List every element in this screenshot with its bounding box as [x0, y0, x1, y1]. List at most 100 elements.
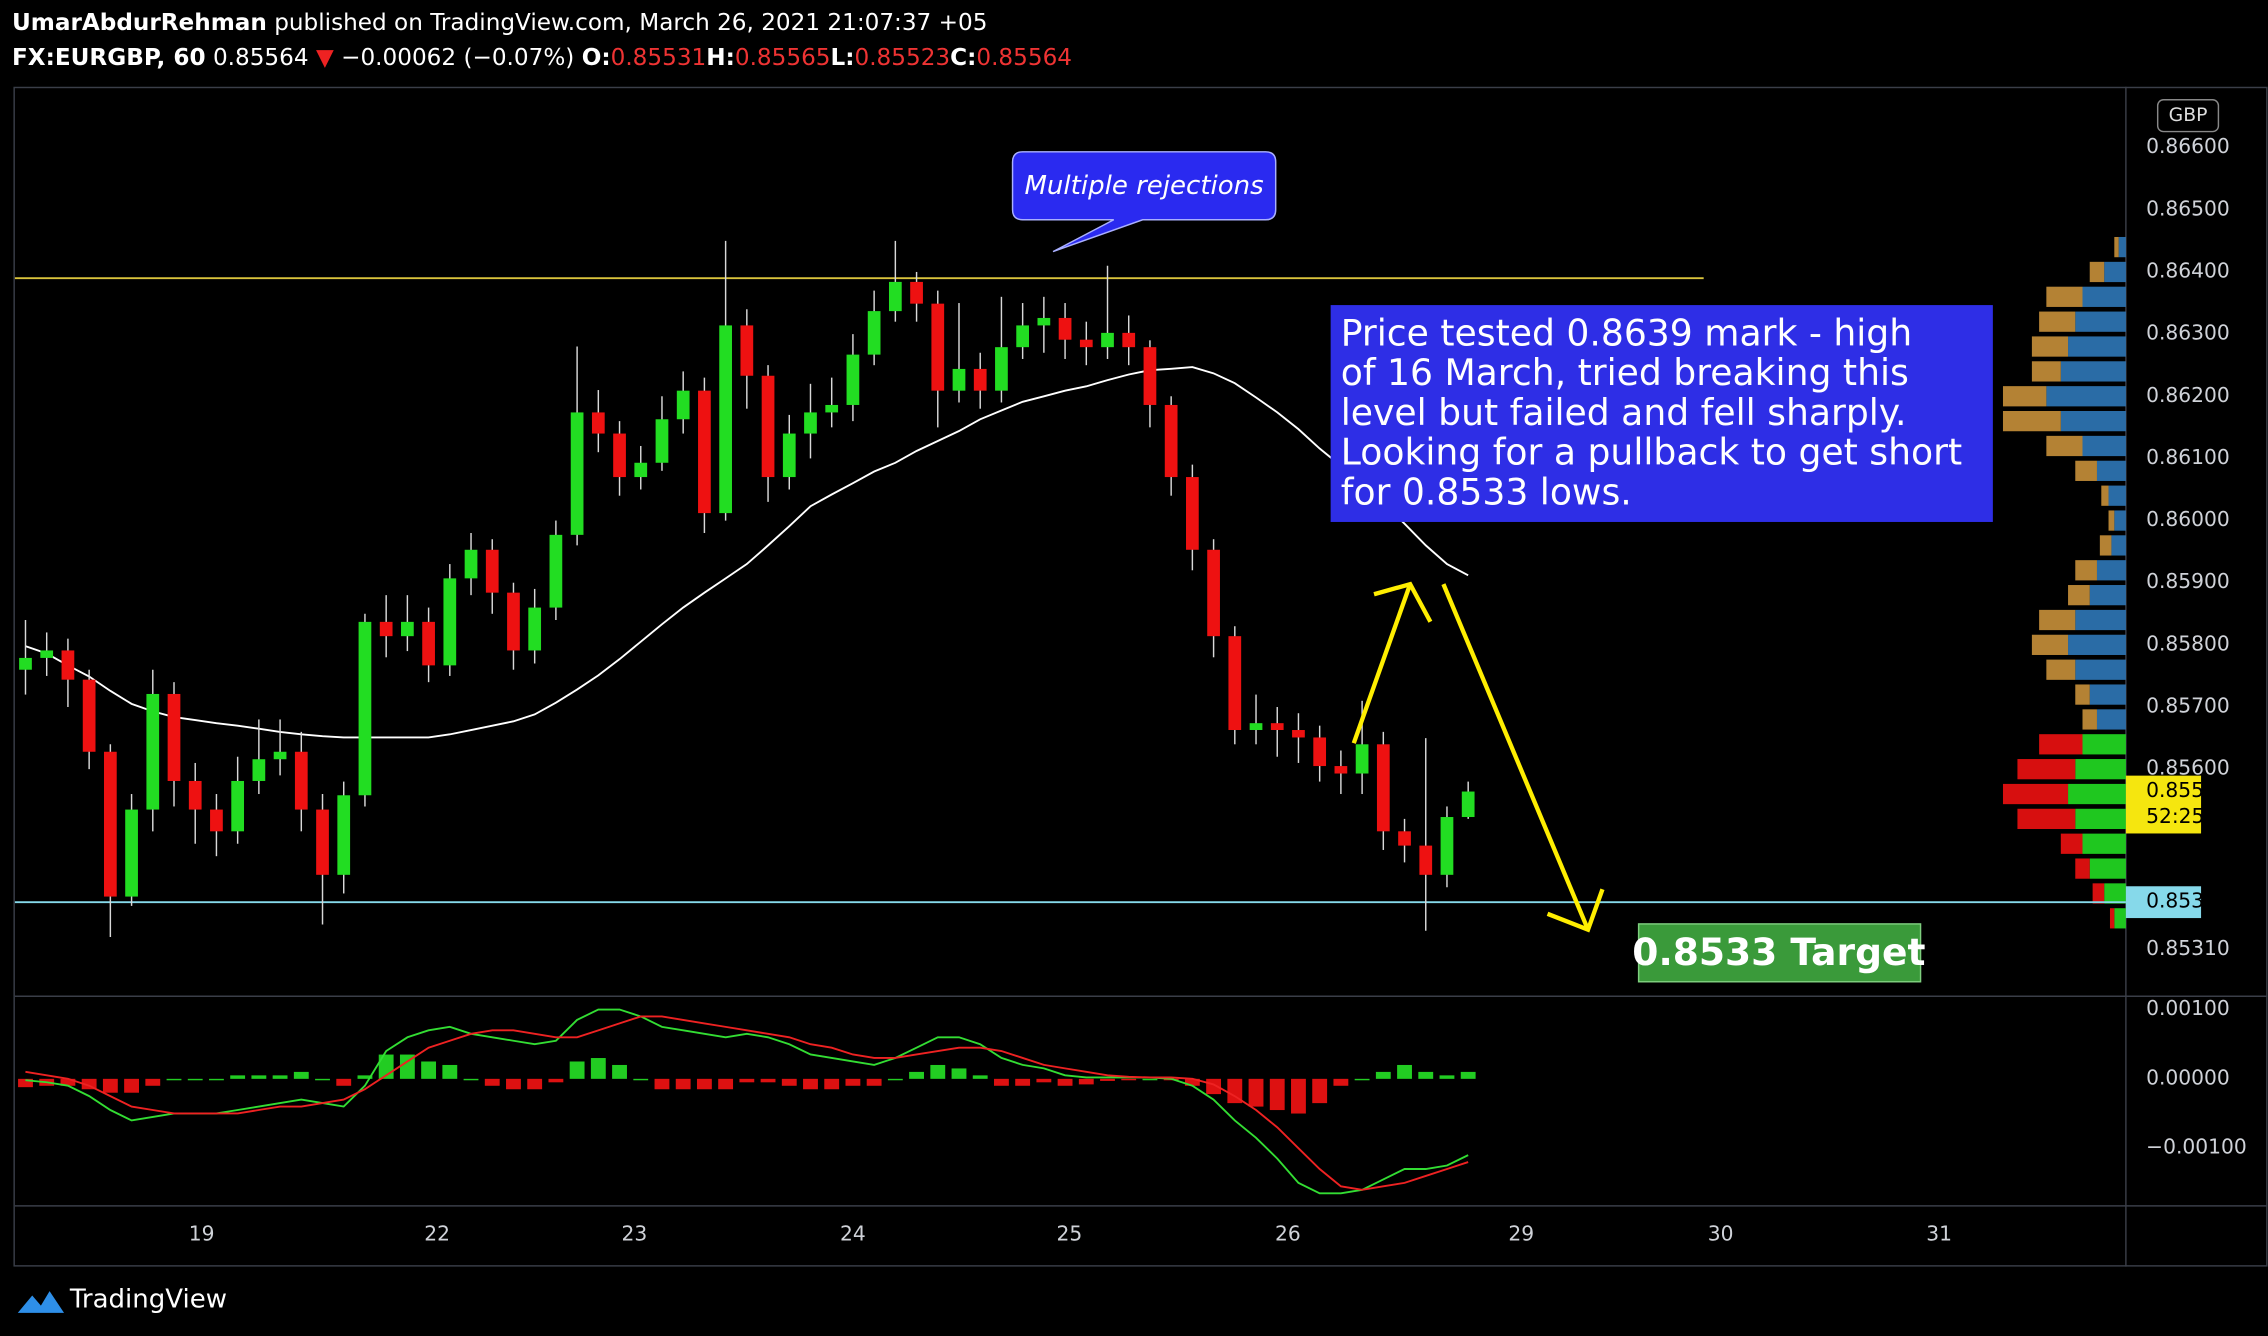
macd-histogram-bar	[887, 1078, 903, 1081]
macd-histogram-bar	[209, 1078, 224, 1081]
macd-histogram-bar	[1184, 1078, 1200, 1086]
candle-body	[931, 303, 945, 391]
profile-down	[2109, 908, 2115, 929]
candle-body	[1207, 549, 1220, 637]
macd-histogram-bar	[81, 1078, 97, 1090]
note-line: level but failed and fell sharply.	[1341, 391, 1907, 434]
profile-up	[2089, 684, 2126, 705]
ohlc-value: 0.85565	[735, 44, 831, 70]
macd-histogram-bar	[421, 1061, 437, 1079]
macd-histogram-bar	[718, 1078, 734, 1090]
macd-tick-label: 0.00000	[2146, 1065, 2230, 1089]
arrow-down-shaft	[1441, 583, 1591, 931]
last-price: 0.85564	[213, 44, 309, 70]
profile-up	[2096, 460, 2126, 481]
profile-up	[2089, 585, 2126, 606]
profile-up	[2104, 261, 2126, 283]
profile-up	[2075, 609, 2126, 631]
x-tick-label: 26	[1275, 1221, 1301, 1245]
candle-body	[1058, 317, 1072, 340]
macd-histogram-bar	[1333, 1078, 1349, 1086]
profile-up	[2108, 485, 2126, 506]
profile-up	[2082, 286, 2126, 307]
note-line: Looking for a pullback to get short	[1341, 431, 1962, 474]
candle-body	[1016, 325, 1030, 348]
x-tick-label: 31	[1926, 1221, 1952, 1245]
candle-body	[634, 462, 648, 478]
profile-down	[2082, 709, 2097, 730]
candle-body	[719, 325, 732, 514]
profile-up	[2075, 659, 2126, 680]
candle-body	[294, 751, 308, 810]
candle-body	[1419, 845, 1433, 875]
macd-histogram-bar	[145, 1078, 161, 1086]
candle-body	[443, 578, 457, 666]
symbol-line: FX:EURGBP, 60 0.85564 ▼ −0.00062 (−0.07%…	[12, 44, 1072, 70]
macd-histogram-bar	[951, 1068, 967, 1079]
x-tick-label: 24	[840, 1221, 866, 1245]
candle-body	[464, 549, 478, 579]
candle-body	[19, 657, 32, 670]
profile-down	[2075, 684, 2090, 705]
macd-histogram-bar	[1375, 1071, 1391, 1079]
macd-histogram-bar	[696, 1078, 712, 1090]
x-tick-label: 29	[1508, 1221, 1534, 1245]
macd-histogram-bar	[1460, 1071, 1476, 1079]
profile-up	[2118, 236, 2126, 258]
ohlc-key: C:	[950, 44, 976, 70]
y-tick-label: 0.86400	[2146, 258, 2230, 282]
macd-histogram-bar	[18, 1078, 33, 1088]
note-box	[1330, 305, 1993, 522]
macd-histogram-bar	[590, 1058, 606, 1079]
macd-histogram-bar	[1354, 1078, 1370, 1081]
ohlc-value: 0.85523	[854, 44, 950, 70]
macd-tick-label: −0.00100	[2146, 1135, 2247, 1159]
last-price-tag	[2125, 775, 2202, 834]
candle-body	[273, 751, 287, 760]
profile-down	[2075, 560, 2097, 581]
candle-body	[910, 281, 923, 304]
x-tick-label: 19	[189, 1221, 215, 1245]
macd-histogram-bar	[399, 1054, 415, 1079]
arrow-up-head	[1373, 581, 1433, 623]
profile-down	[2046, 659, 2076, 680]
macd-histogram-bar	[357, 1075, 373, 1079]
profile-up	[2096, 560, 2126, 581]
candle-body	[507, 592, 520, 651]
profile-up	[2096, 709, 2126, 730]
profile-up	[2068, 634, 2126, 655]
macd-histogram-bar	[60, 1078, 76, 1086]
signal-line	[25, 1015, 1469, 1191]
macd-histogram-bar	[527, 1078, 543, 1090]
ohlc-key: L:	[831, 44, 855, 70]
profile-down	[2002, 386, 2047, 407]
brand: TradingView	[69, 1284, 227, 1314]
x-tick-label: 25	[1056, 1221, 1082, 1245]
profile-down	[2101, 485, 2109, 506]
candle-body	[1079, 339, 1093, 348]
profile-down	[2068, 585, 2090, 606]
profile-down	[2060, 833, 2083, 854]
y-tick-label: 0.86300	[2146, 321, 2230, 345]
down-triangle: ▼	[316, 44, 334, 70]
countdown: 52:25	[2146, 804, 2204, 828]
macd-histogram-bar	[442, 1064, 458, 1079]
macd-histogram-bar	[1227, 1078, 1243, 1104]
candle-body	[825, 404, 839, 413]
candle-body	[1228, 636, 1242, 731]
macd-histogram-bar	[1248, 1078, 1264, 1107]
candle-body	[613, 433, 626, 478]
macd-histogram-bar	[612, 1064, 627, 1079]
macd-histogram-bar	[866, 1078, 882, 1086]
profile-up	[2089, 858, 2126, 879]
macd-histogram-bar	[251, 1075, 267, 1079]
callout-box	[1011, 151, 1277, 253]
ohlc-value: 0.85531	[611, 44, 707, 70]
profile-up	[2111, 535, 2126, 556]
last-price-label: 0.85564	[2146, 778, 2230, 802]
y-tick-label: 0.86100	[2146, 445, 2230, 469]
plot	[14, 236, 2126, 1195]
ohlc-key: O:	[582, 44, 611, 70]
x-tick-label: 23	[622, 1221, 648, 1245]
